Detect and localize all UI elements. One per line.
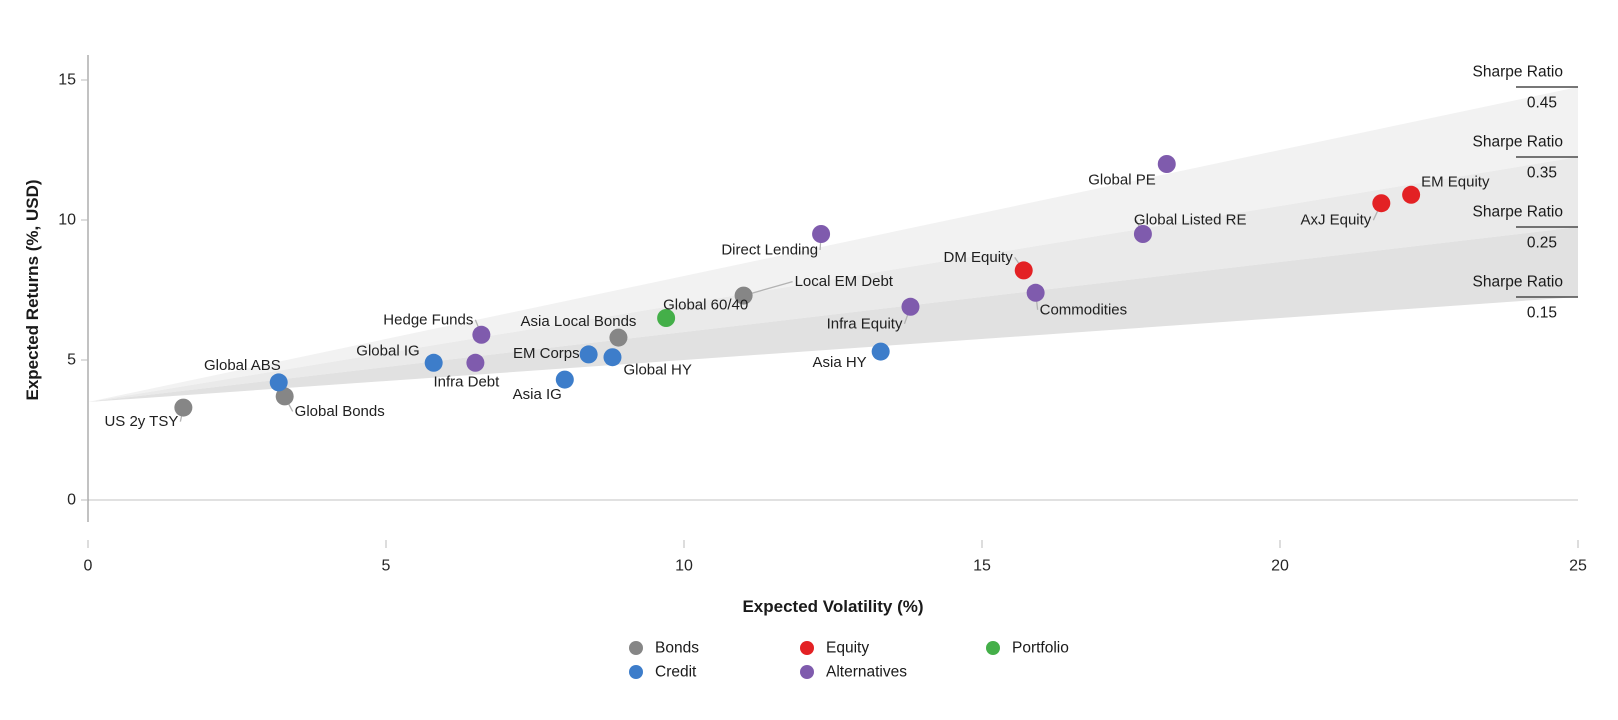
sharpe-band-0.25-0.15: [88, 227, 1578, 402]
point-global-pe: [1157, 155, 1176, 173]
point-em-equity: [1402, 185, 1421, 204]
legend-swatch-equity: [800, 641, 814, 655]
point-asia-hy: [871, 342, 890, 361]
x-axis-title: Expected Volatility (%): [742, 597, 923, 616]
point-label-infra-equity: Infra Equity: [827, 315, 903, 332]
legend: Bonds Credit Equity Alternatives Portfolio: [629, 640, 1069, 681]
point-us-2y-tsy: [174, 398, 193, 417]
point-label-global-hy: Global HY: [623, 362, 691, 379]
point-direct-lending: [812, 225, 831, 243]
point-commodities: [1026, 283, 1045, 302]
sharpe-ratio-group-0.35: Sharpe Ratio 0.35: [1473, 134, 1578, 182]
data-points: [174, 155, 1421, 417]
point-label-asia-hy: Asia HY: [812, 354, 866, 371]
sharpe-ratio-title: Sharpe Ratio: [1473, 64, 1563, 81]
sharpe-band-0.35-0.25: [88, 157, 1578, 402]
point-label-us-2y-tsy: US 2y TSY: [104, 413, 178, 430]
legend-item-alternatives: Alternatives: [800, 664, 907, 681]
legend-label-alternatives: Alternatives: [826, 664, 907, 681]
sharpe-ratio-value: 0.45: [1527, 95, 1557, 112]
point-label-global-60-40: Global 60/40: [663, 297, 748, 314]
y-tick-label-15: 15: [58, 72, 76, 89]
point-infra-debt: [466, 353, 485, 372]
sharpe-ratio-title: Sharpe Ratio: [1473, 204, 1563, 221]
legend-item-credit: Credit: [629, 664, 697, 681]
y-tick-label-10: 10: [58, 212, 76, 229]
point-label-global-ig: Global IG: [356, 342, 419, 359]
point-label-global-listed-re: Global Listed RE: [1134, 212, 1247, 229]
legend-item-equity: Equity: [800, 640, 869, 657]
point-label-asia-local-bonds: Asia Local Bonds: [521, 313, 637, 330]
legend-swatch-alternatives: [800, 665, 814, 679]
point-hedge-funds: [472, 325, 491, 344]
point-global-abs: [269, 373, 288, 392]
x-tick-label-20: 20: [1271, 558, 1289, 575]
x-tick-label-10: 10: [675, 558, 693, 575]
point-dm-equity: [1014, 261, 1033, 280]
point-label-em-corps: EM Corps: [513, 345, 580, 362]
sharpe-ratio-bands: [88, 87, 1578, 402]
sharpe-ratio-value: 0.25: [1527, 235, 1557, 252]
point-label-local-em-debt: Local EM Debt: [795, 273, 894, 290]
x-tick-label-15: 15: [973, 558, 991, 575]
point-infra-equity: [901, 297, 920, 316]
point-global-ig: [424, 353, 443, 372]
legend-label-portfolio: Portfolio: [1012, 640, 1069, 657]
sharpe-ratio-value: 0.15: [1527, 305, 1557, 322]
point-label-global-abs: Global ABS: [204, 357, 281, 374]
y-axis-title: Expected Returns (%, USD): [23, 179, 42, 400]
x-tick-label-5: 5: [382, 558, 391, 575]
sharpe-ratio-value: 0.35: [1527, 165, 1557, 182]
x-tick-label-0: 0: [84, 558, 93, 575]
y-tick-label-5: 5: [67, 352, 76, 369]
legend-swatch-bonds: [629, 641, 643, 655]
point-asia-local-bonds: [609, 328, 628, 347]
point-axj-equity: [1372, 194, 1391, 213]
sharpe-ratio-group-0.15: Sharpe Ratio 0.15: [1473, 274, 1578, 322]
point-label-commodities: Commodities: [1040, 301, 1128, 318]
y-tick-label-0: 0: [67, 492, 76, 509]
legend-label-credit: Credit: [655, 664, 697, 681]
legend-item-bonds: Bonds: [629, 640, 699, 657]
point-label-em-equity: EM Equity: [1421, 173, 1490, 190]
legend-label-bonds: Bonds: [655, 640, 699, 657]
sharpe-band-0.45-0.35: [88, 87, 1578, 402]
point-global-listed-re: [1133, 225, 1152, 243]
point-global-bonds: [275, 387, 294, 406]
legend-item-portfolio: Portfolio: [986, 640, 1069, 657]
sharpe-ratio-title: Sharpe Ratio: [1473, 134, 1563, 151]
point-label-dm-equity: DM Equity: [944, 249, 1014, 266]
point-label-hedge-funds: Hedge Funds: [383, 311, 473, 328]
sharpe-ratio-group-0.25: Sharpe Ratio 0.25: [1473, 204, 1578, 252]
sharpe-ratio-group-0.45: Sharpe Ratio 0.45: [1473, 64, 1578, 112]
point-label-axj-equity: AxJ Equity: [1300, 212, 1371, 229]
point-local-em-debt: [734, 286, 753, 305]
point-label-global-bonds: Global Bonds: [295, 403, 385, 420]
point-label-asia-ig: Asia IG: [513, 386, 562, 403]
legend-label-equity: Equity: [826, 640, 869, 657]
sharpe-ratio-title: Sharpe Ratio: [1473, 274, 1563, 291]
point-em-corps: [579, 345, 598, 364]
point-label-infra-debt: Infra Debt: [433, 373, 500, 390]
data-point-labels: US 2y TSY Global Bonds Asia Local Bonds Loc…: [104, 172, 1490, 431]
point-label-global-pe: Global PE: [1088, 172, 1156, 189]
x-tick-label-25: 25: [1569, 558, 1587, 575]
point-global-hy: [603, 348, 622, 367]
axes: 0 5 10 15 0 5 10 15 20 25: [58, 55, 1587, 575]
point-asia-ig: [555, 370, 574, 389]
point-global-60-40: [657, 309, 676, 327]
legend-swatch-credit: [629, 665, 643, 679]
legend-swatch-portfolio: [986, 641, 1000, 655]
point-label-direct-lending: Direct Lending: [721, 242, 818, 259]
